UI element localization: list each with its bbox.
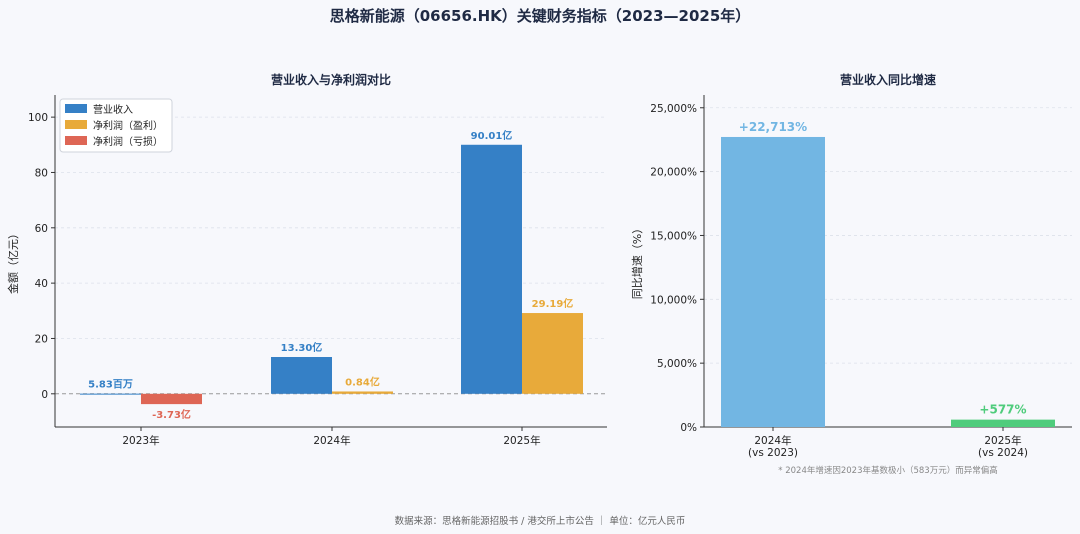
revenue-profit-chart: 营业收入与净利润对比 0 20 40 60 80 100 2023年 5.83百万 -3.73亿 2… (6, 72, 607, 447)
x-tick-label: 2023年 (122, 434, 159, 447)
legend-box (59, 98, 173, 153)
profit-data-label: 29.19亿 (532, 297, 574, 310)
y-tick-label: 10,000% (650, 294, 697, 306)
right-chart-title: 营业收入同比增速 (840, 72, 936, 87)
profit-data-label: 0.84亿 (345, 375, 380, 388)
growth-data-label: +22,713% (739, 120, 807, 134)
y-axis-label: 金额（亿元） (6, 228, 20, 294)
y-axis-label: 同比增速（%） (630, 223, 644, 299)
loss-data-label: -3.73亿 (152, 408, 191, 421)
legend-label: 营业收入 (93, 103, 133, 116)
growth-bar (951, 419, 1055, 427)
x-tick-label: 2024年 (313, 434, 350, 447)
profit-bar (332, 391, 393, 394)
y-tick-label: 0 (41, 389, 48, 401)
left-chart-title: 营业收入与净利润对比 (271, 72, 391, 87)
y-tick-label: 100 (28, 112, 48, 124)
x-tick-label: (vs 2023) (748, 447, 798, 459)
y-tick-label: 25,000% (650, 103, 697, 115)
revenue-growth-chart: 营业收入同比增速 0% 5,000% 10,000% 15,000% 20,000% 25,… (630, 72, 1072, 476)
growth-data-label: +577% (979, 403, 1026, 417)
x-tick-label: 2025年 (984, 434, 1021, 447)
footnote: * 2024年增速因2023年基数极小（583万元）而异常偏高 (778, 465, 997, 476)
revenue-data-label: 13.30亿 (281, 341, 323, 354)
y-tick-label: 15,000% (650, 230, 697, 242)
source-footer: 数据来源：思格新能源招股书 / 港交所上市公告 ｜ 单位：亿元人民币 (394, 516, 686, 527)
revenue-data-label: 90.01亿 (471, 129, 513, 142)
legend-swatch (65, 104, 87, 113)
revenue-data-label: 5.83百万 (88, 379, 133, 391)
x-tick-label: 2024年 (754, 434, 791, 447)
revenue-bar (461, 144, 522, 394)
y-tick-label: 20 (35, 333, 48, 345)
page-title: 思格新能源（06656.HK）关键财务指标（2023—2025年） (329, 7, 751, 25)
legend-label: 净利润（盈利） (93, 119, 163, 132)
y-tick-label: 0% (680, 422, 697, 434)
profit-bar (522, 313, 583, 394)
y-tick-label: 40 (35, 278, 48, 290)
growth-bar (721, 136, 825, 427)
y-tick-label: 60 (35, 223, 48, 235)
x-tick-label: 2025年 (503, 434, 540, 447)
y-tick-label: 80 (35, 167, 48, 179)
loss-bar (141, 393, 202, 405)
x-tick-label: (vs 2024) (978, 447, 1028, 459)
y-tick-label: 20,000% (650, 167, 697, 179)
legend-label: 净利润（亏损） (93, 135, 163, 148)
revenue-bar (80, 393, 141, 395)
y-tick-label: 5,000% (657, 358, 697, 370)
revenue-bar (271, 357, 332, 394)
legend-swatch (65, 120, 87, 129)
legend-swatch (65, 136, 87, 145)
